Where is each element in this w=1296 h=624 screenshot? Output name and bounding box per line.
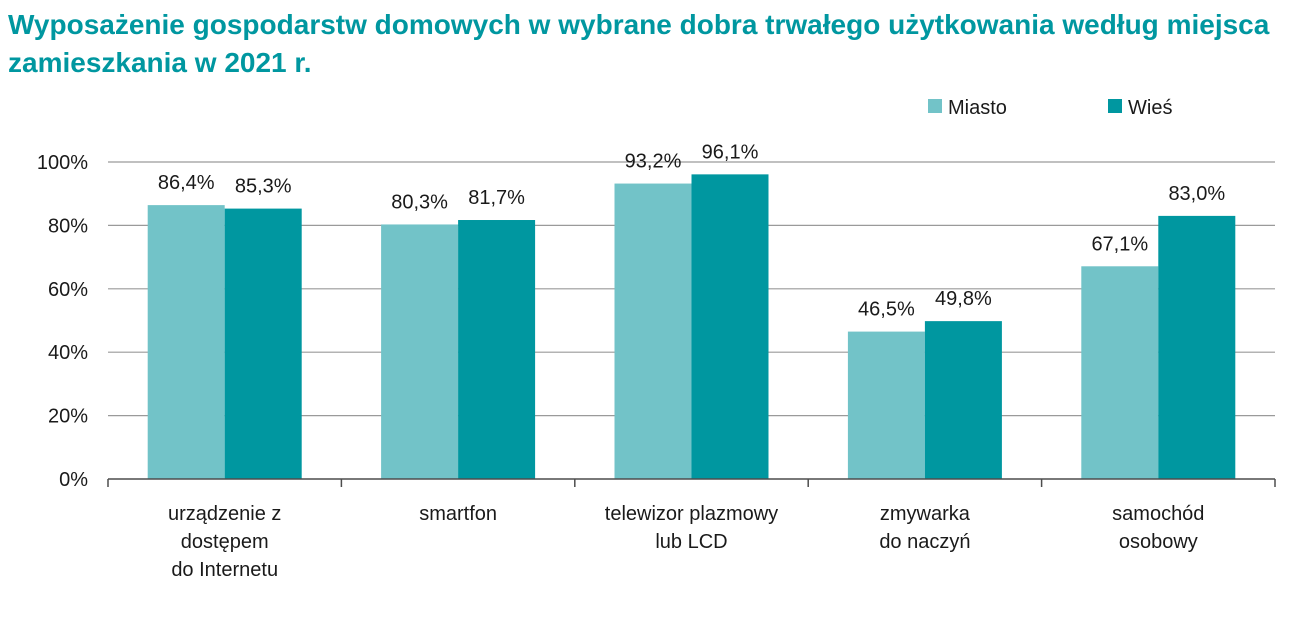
bar-miasto: [381, 224, 459, 479]
legend-label-miasto: Miasto: [948, 97, 1007, 119]
data-label: 83,0%: [1168, 183, 1225, 205]
y-tick-label: 0%: [59, 469, 88, 491]
x-category-label: telewizor plazmowy lub LCD: [605, 503, 778, 553]
y-tick-label: 40%: [48, 342, 88, 364]
legend-label-wies: Wieś: [1128, 97, 1172, 119]
labels: 0% 20% 40% 60% 80% 100% 86,4% 85,3% urządzenie z…: [37, 141, 1226, 581]
y-tick-label: 60%: [48, 279, 88, 301]
y-tick-label: 100%: [37, 152, 88, 174]
legend: Miasto Wieś: [928, 97, 1172, 119]
bar-miasto: [147, 205, 225, 479]
x-category-label-line: do naczyń: [879, 531, 970, 553]
data-label: 86,4%: [158, 172, 215, 194]
data-label: 49,8%: [935, 288, 992, 310]
data-label: 80,3%: [391, 191, 448, 213]
bar-wies: [224, 208, 302, 479]
x-category-label-line: osobowy: [1119, 531, 1198, 553]
bar-wies: [924, 321, 1002, 479]
x-category-label-line: zmywarka: [880, 503, 971, 525]
chart-title-line-1: Wyposażenie gospodarstw domowych w wybra…: [8, 9, 1270, 40]
x-category-label: smartfon: [419, 503, 497, 525]
y-tick-label: 20%: [48, 406, 88, 428]
bar-wies: [458, 220, 536, 480]
bar-wies: [1158, 215, 1236, 479]
legend-swatch-wies: [1108, 99, 1122, 113]
bar-miasto: [1081, 266, 1159, 479]
axes: [107, 478, 1276, 487]
bar-miasto: [614, 183, 692, 479]
data-label: 93,2%: [625, 151, 682, 173]
data-label: 46,5%: [858, 299, 915, 321]
data-label: 81,7%: [468, 187, 525, 209]
x-category-label-line: telewizor plazmowy: [605, 503, 778, 525]
chart-title-line-2: zamieszkania w 2021 r.: [8, 47, 312, 78]
bars: [147, 174, 1236, 480]
x-category-label-line: dostępem: [181, 531, 269, 553]
bar-miasto: [847, 331, 925, 479]
x-category-label: urządzenie z dostępem do Internetu: [168, 503, 281, 581]
x-category-label: zmywarka do naczyń: [879, 503, 970, 553]
x-category-label-line: do Internetu: [171, 559, 278, 581]
data-label: 96,1%: [702, 141, 759, 163]
chart-title: Wyposażenie gospodarstw domowych w wybra…: [8, 6, 1288, 82]
x-category-label-line: urządzenie z: [168, 503, 281, 525]
x-category-label-line: samochód: [1112, 503, 1204, 525]
bar-wies: [691, 174, 769, 479]
y-tick-label: 80%: [48, 215, 88, 237]
x-category-label: samochód osobowy: [1112, 503, 1204, 553]
x-category-label-line: lub LCD: [655, 531, 727, 553]
legend-swatch-miasto: [928, 99, 942, 113]
data-label: 85,3%: [235, 176, 292, 198]
x-category-label-line: smartfon: [419, 503, 497, 525]
data-label: 67,1%: [1091, 233, 1148, 255]
